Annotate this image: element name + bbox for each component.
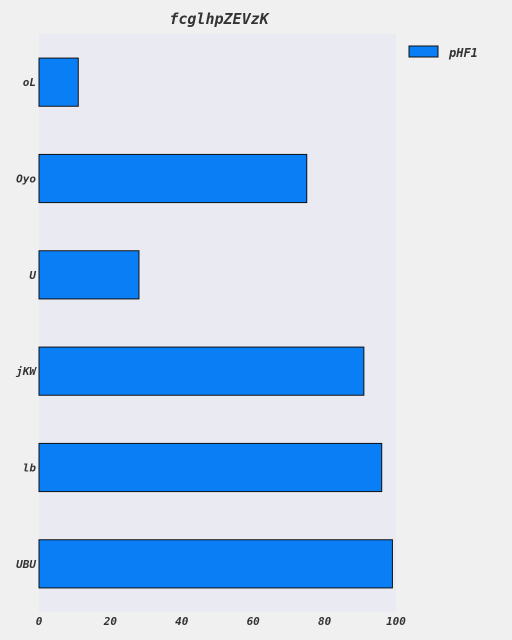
bar-U (38, 250, 140, 300)
x-tick-label-40: 40 (175, 615, 189, 628)
x-tick-label-20: 20 (103, 615, 118, 628)
x-tick-label-0: 0 (36, 615, 43, 628)
legend-label-pHF1: pHF1 (448, 46, 478, 60)
x-tick-label-100: 100 (386, 615, 406, 628)
chart-title: fcglhpZEVzK (169, 10, 270, 28)
legend: pHF1 (408, 45, 478, 60)
bar-lb (38, 442, 383, 493)
plot-area (39, 34, 396, 612)
x-tick-label-60: 60 (247, 615, 261, 628)
y-tick-label-lb: lb (23, 462, 37, 475)
y-tick-label-U: U (29, 269, 36, 282)
bar-jKW (38, 346, 365, 396)
x-tick-label-80: 80 (318, 615, 332, 628)
bar-Oyo (38, 153, 308, 204)
y-tick-label-UBU: UBU (16, 558, 36, 571)
y-tick-label-oL: oL (23, 76, 36, 89)
bar-oL (38, 57, 79, 107)
bar-UBU (38, 539, 393, 589)
y-tick-label-Oyo: Oyo (16, 173, 36, 186)
y-tick-label-jKW: jKW (15, 365, 37, 378)
legend-swatch (408, 45, 439, 58)
